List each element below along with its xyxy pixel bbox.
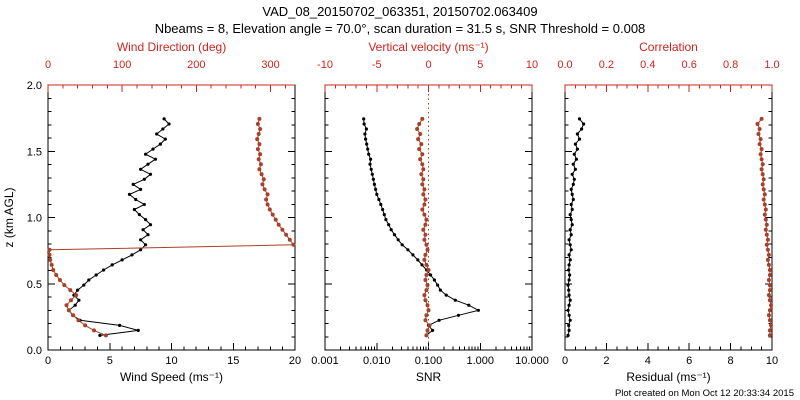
svg-text:300: 300	[261, 59, 279, 71]
svg-text:0.010: 0.010	[363, 355, 391, 367]
svg-text:0.4: 0.4	[640, 59, 655, 71]
svg-text:15: 15	[227, 355, 239, 367]
svg-text:0: 0	[45, 355, 51, 367]
svg-text:1.0: 1.0	[764, 59, 779, 71]
svg-text:Residual (ms⁻¹): Residual (ms⁻¹)	[626, 370, 710, 384]
series-wind-speed	[67, 117, 171, 337]
svg-text:100: 100	[113, 59, 131, 71]
svg-text:0.001: 0.001	[311, 355, 339, 367]
svg-text:0.2: 0.2	[599, 59, 614, 71]
svg-text:1.0: 1.0	[27, 213, 42, 225]
snr-panel: 0.001 0.010 0.100 1.000 10.000 SNR -10 -5 0 5 10 Ve…	[311, 40, 549, 384]
svg-text:0: 0	[425, 59, 431, 71]
svg-text:0.0: 0.0	[27, 345, 42, 357]
svg-text:10: 10	[165, 355, 177, 367]
svg-text:5: 5	[107, 355, 113, 367]
svg-text:0.0: 0.0	[557, 59, 572, 71]
svg-text:10.000: 10.000	[515, 355, 549, 367]
svg-text:-5: -5	[372, 59, 382, 71]
residual-panel: 0 2 4 6 8 10 Residual (ms⁻¹) 0.0 0.2 0.4 0.6 0.8 1.0…	[557, 40, 779, 384]
svg-text:0.5: 0.5	[27, 279, 42, 291]
svg-text:0.6: 0.6	[682, 59, 697, 71]
svg-text:0.100: 0.100	[415, 355, 443, 367]
series-vertical-velocity	[415, 116, 432, 338]
svg-text:10: 10	[526, 59, 538, 71]
series-snr	[362, 117, 480, 337]
svg-text:20: 20	[289, 355, 301, 367]
svg-text:0.8: 0.8	[723, 59, 738, 71]
svg-text:Correlation: Correlation	[639, 40, 698, 54]
svg-text:1.000: 1.000	[466, 355, 494, 367]
svg-text:200: 200	[187, 59, 205, 71]
creation-timestamp: Plot created on Mon Oct 12 20:33:34 2015	[614, 388, 794, 399]
svg-text:Vertical velocity (ms⁻¹): Vertical velocity (ms⁻¹)	[368, 40, 488, 54]
series-wind-direction	[47, 116, 296, 338]
svg-text:SNR: SNR	[416, 370, 442, 384]
svg-text:1.5: 1.5	[27, 146, 42, 158]
svg-text:4: 4	[645, 355, 651, 367]
svg-text:8: 8	[728, 355, 734, 367]
svg-text:6: 6	[686, 355, 692, 367]
svg-text:Wind Direction (deg): Wind Direction (deg)	[117, 40, 226, 54]
svg-text:z (km AGL): z (km AGL)	[2, 187, 16, 247]
svg-text:2.0: 2.0	[27, 80, 42, 92]
svg-text:-10: -10	[317, 59, 333, 71]
svg-text:5: 5	[477, 59, 483, 71]
wind-panel: 0.0 0.5 1.0 1.5 2.0 z (km AGL) 0 5 10 15 20 Wind Sp…	[2, 40, 301, 384]
svg-text:0: 0	[562, 355, 568, 367]
svg-text:2: 2	[603, 355, 609, 367]
svg-text:0: 0	[45, 59, 51, 71]
series-correlation	[755, 116, 773, 338]
svg-text:10: 10	[766, 355, 778, 367]
svg-text:Wind Speed (ms⁻¹): Wind Speed (ms⁻¹)	[120, 370, 223, 384]
plot-subtitle: Nbeams = 8, Elevation angle = 70.0°, sca…	[154, 21, 646, 36]
series-residual	[566, 117, 586, 337]
plot-title: VAD_08_20150702_063351, 20150702.063409	[262, 4, 538, 19]
